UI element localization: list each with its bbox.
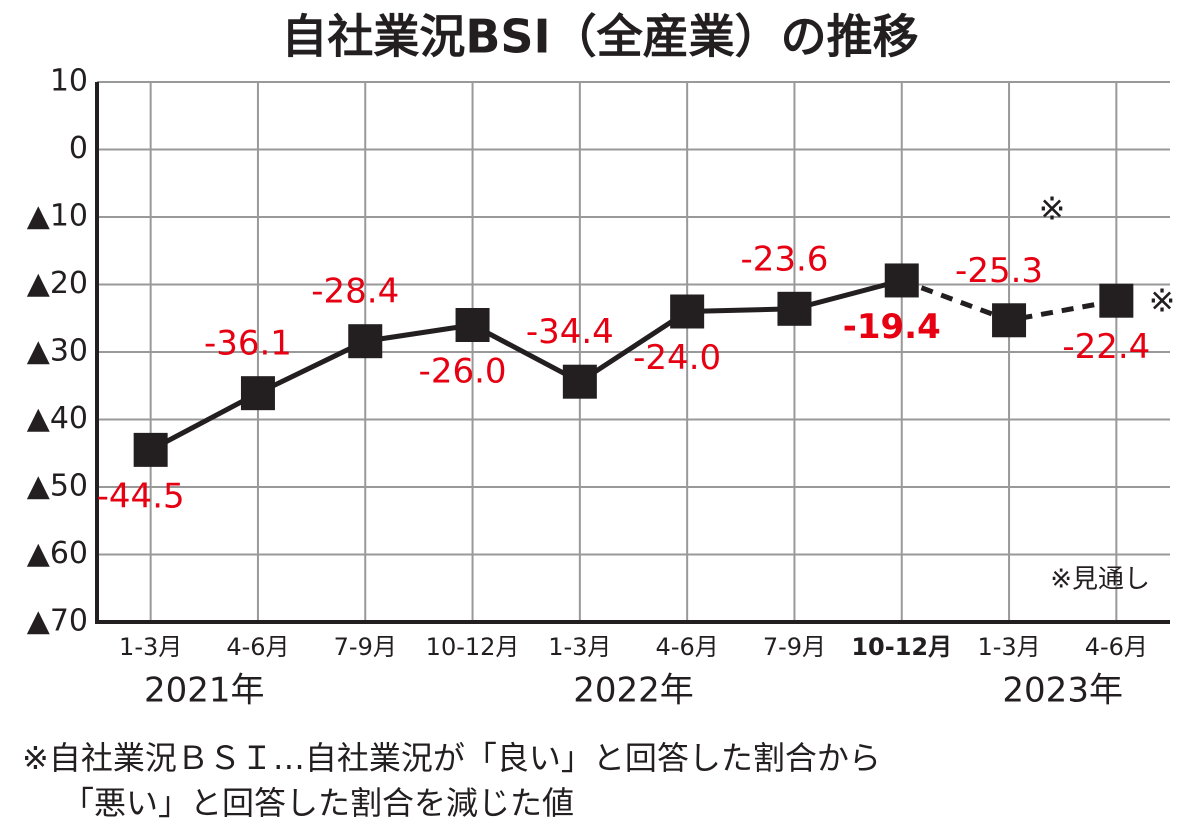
forecast-mark: ※ — [1149, 282, 1176, 320]
y-tick-label: ▲50 — [27, 469, 88, 504]
y-tick-label: ▲70 — [27, 604, 88, 639]
x-tick-label: 7-9月 — [334, 633, 397, 661]
value-label: -36.1 — [204, 324, 292, 364]
forecast-mark: ※ — [1039, 189, 1066, 227]
point-marker — [884, 263, 919, 298]
point-marker — [348, 324, 383, 359]
x-tick-label: 4-6月 — [226, 633, 289, 661]
forecast-note: ※見通し — [1050, 565, 1150, 595]
point-marker — [1099, 283, 1134, 318]
point-marker — [562, 364, 597, 399]
y-tick-label: 10 — [50, 64, 88, 99]
y-tick-label: ▲20 — [27, 266, 88, 301]
value-label: -24.0 — [633, 338, 721, 378]
x-tick-label: 10-12月 — [426, 633, 520, 661]
point-marker — [133, 432, 168, 467]
point-marker — [777, 291, 812, 326]
point-marker — [670, 294, 705, 329]
y-tick-label: 0 — [69, 131, 88, 166]
year-label: 2021年 — [144, 671, 265, 711]
x-tick-label: 4-6月 — [656, 633, 719, 661]
y-tick-label: ▲30 — [27, 334, 88, 369]
x-tick-label: 4-6月 — [1085, 633, 1148, 661]
value-label: -22.4 — [1062, 327, 1150, 367]
point-marker — [992, 303, 1027, 338]
value-label: -26.0 — [419, 352, 507, 392]
point-marker — [455, 308, 490, 342]
x-tick-label: 1-3月 — [977, 633, 1040, 661]
year-label: 2022年 — [573, 671, 694, 711]
y-tick-label: ▲10 — [27, 199, 88, 234]
y-tick-label: ▲40 — [27, 401, 88, 436]
year-label: 2023年 — [1002, 671, 1123, 711]
value-label: -28.4 — [311, 272, 399, 312]
line — [149, 278, 903, 453]
value-label: -23.6 — [740, 239, 828, 279]
footnote: ※自社業況ＢＳＩ…自社業況が「良い」と回答した割合から — [22, 739, 881, 777]
value-label: -19.4 — [843, 307, 941, 347]
value-label: -25.3 — [955, 251, 1043, 291]
value-label: -34.4 — [526, 312, 614, 352]
x-tick-label: 1-3月 — [119, 633, 182, 661]
value-label: -44.5 — [97, 476, 185, 516]
chart-title: 自社業況BSI（全産業）の推移 — [281, 10, 918, 64]
x-tick-label: 7-9月 — [763, 633, 826, 661]
footnote: 「悪い」と回答した割合を減じた値 — [62, 784, 574, 822]
x-tick-label: 10-12月 — [851, 633, 952, 661]
point-marker — [240, 376, 275, 411]
y-tick-label: ▲60 — [27, 536, 88, 571]
x-tick-label: 1-3月 — [548, 633, 611, 661]
